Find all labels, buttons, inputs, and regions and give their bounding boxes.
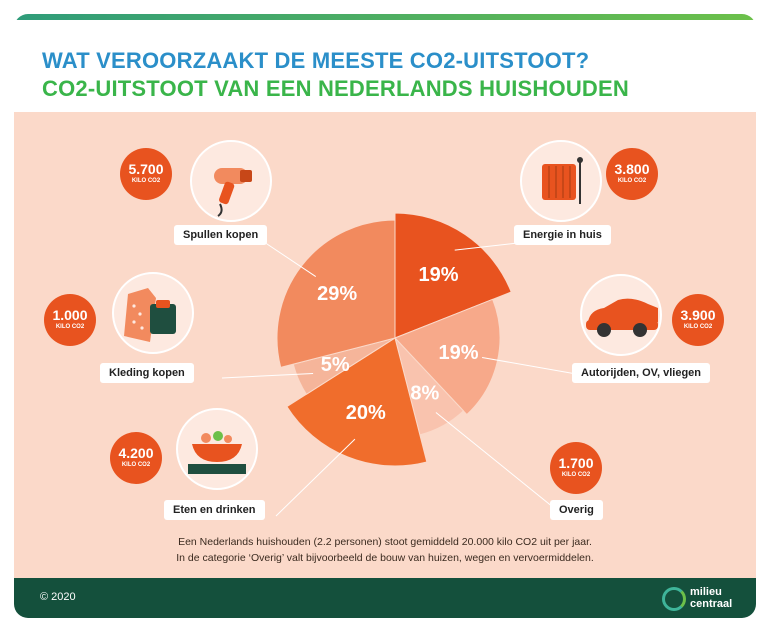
top-accent-bar xyxy=(14,14,756,20)
footer-bar: © 2020 milieu centraal xyxy=(14,578,756,618)
slice-label-eten: Eten en drinken xyxy=(164,500,265,520)
infographic-card: WAT VEROORZAAKT DE MEESTE CO2-UITSTOOT? … xyxy=(14,14,756,618)
leader-line-2 xyxy=(435,412,565,517)
pie-slice-1 xyxy=(394,298,501,416)
leader-line-5 xyxy=(260,239,317,277)
pie-slice-0 xyxy=(394,212,512,339)
pie-slice-3 xyxy=(286,337,428,467)
value-badge-overig: 1.700 KILO CO2 xyxy=(550,442,602,494)
logo-ring-icon xyxy=(662,587,686,611)
car-icon xyxy=(580,274,662,356)
page-title: WAT VEROORZAAKT DE MEESTE CO2-UITSTOOT? xyxy=(42,48,590,73)
slice-label-energie: Energie in huis xyxy=(514,225,611,245)
hairdryer-icon xyxy=(190,140,272,222)
page-subtitle: CO2-UITSTOOT VAN EEN NEDERLANDS HUISHOUD… xyxy=(42,76,629,101)
pie-percent-label-5: 29% xyxy=(317,283,357,305)
slice-label-overig: Overig xyxy=(550,500,603,520)
slice-label-autorijden: Autorijden, OV, vliegen xyxy=(572,363,711,383)
footnote-line-2: In de categorie ‘Overig’ valt bijvoorbee… xyxy=(176,552,594,564)
pie-percent-label-1: 19% xyxy=(439,342,479,364)
pie-slice-5 xyxy=(276,219,396,368)
footnote-line-1: Een Nederlands huishouden (2.2 personen)… xyxy=(178,536,592,548)
pie-chart: 19%19%8%20%5%29% xyxy=(221,212,600,517)
value-badge-kleding: 1.000 KILO CO2 xyxy=(44,294,96,346)
value-badge-energie: 3.800 KILO CO2 xyxy=(606,148,658,200)
value-badge-spullen: 5.700 KILO CO2 xyxy=(120,148,172,200)
slice-label-kleding: Kleding kopen xyxy=(100,363,194,383)
chart-panel: 19% 19% 8% 20% 5% 29% 5.700 KILO CO2 Spullen k… xyxy=(14,112,756,578)
value-badge-eten: 4.200 KILO CO2 xyxy=(110,432,162,484)
pie-percent-label-0: 19% xyxy=(419,264,459,286)
leader-line-3 xyxy=(275,438,356,517)
value-badge-autorijden: 3.900 KILO CO2 xyxy=(672,294,724,346)
clothing-icon xyxy=(112,272,194,354)
salad-bowl-icon xyxy=(176,408,258,490)
copyright: © 2020 xyxy=(40,591,76,603)
pie-percent-label-4: 5% xyxy=(321,354,350,376)
pie-percent-label-3: 20% xyxy=(346,402,386,424)
milieu-centraal-logo: milieu centraal xyxy=(662,584,742,614)
pie-percent-label-2: 8% xyxy=(410,382,439,404)
leader-line-4 xyxy=(221,372,314,379)
slice-label-spullen: Spullen kopen xyxy=(174,225,268,245)
radiator-icon xyxy=(520,140,602,222)
